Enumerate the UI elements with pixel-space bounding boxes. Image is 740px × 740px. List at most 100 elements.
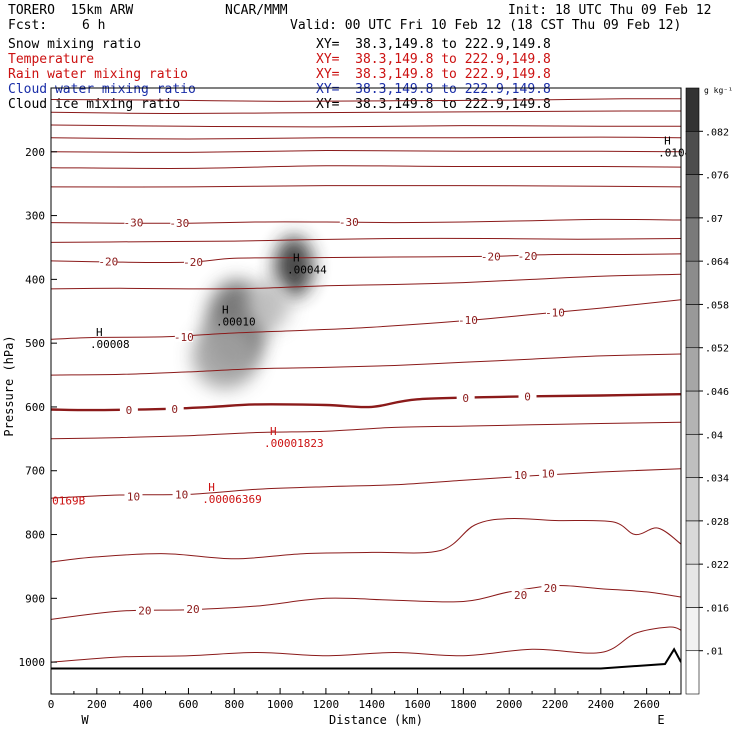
init-time: Init: 18 UTC Thu 09 Feb 12 xyxy=(508,3,712,18)
isotherm-label: 0 xyxy=(524,391,531,404)
ice-cloud-blob xyxy=(192,322,259,389)
cloud-ice-shading xyxy=(192,236,314,389)
colorbar-level: .01 xyxy=(705,647,723,658)
isotherm-label-bg xyxy=(165,402,184,414)
colorbar-unit: g kg⁻¹ xyxy=(704,86,733,95)
y-tick-label: 200 xyxy=(25,146,45,159)
colorbar-level: .052 xyxy=(705,344,729,355)
isotherm-label: 20 xyxy=(186,603,199,616)
isotherm-label: -10 xyxy=(458,314,478,327)
isotherm-t20 xyxy=(51,585,681,620)
isotherm-label: -30 xyxy=(169,217,189,230)
colorbar-level: .076 xyxy=(705,171,729,182)
isotherm-label-bg xyxy=(481,250,500,262)
x-tick-label: 600 xyxy=(179,698,199,711)
x-tick-label: 2400 xyxy=(588,698,615,711)
isotherm-label-bg xyxy=(99,255,118,267)
isotherm-t-15 xyxy=(51,273,681,290)
ice-cloud-blob xyxy=(274,236,314,297)
colorbar-level: .028 xyxy=(705,517,729,528)
field-cloudice-name: Cloud ice mixing ratio xyxy=(8,97,181,112)
field-temperature-xy: XY= 38.3,149.8 to 222.9,149.8 xyxy=(316,52,551,67)
colorbar-swatch xyxy=(685,520,700,565)
isotherm-label-bg xyxy=(124,216,143,228)
colorbar-swatch xyxy=(685,174,700,219)
x-tick-label: 1200 xyxy=(313,698,340,711)
isotherm-label-bg xyxy=(184,603,203,615)
isotherm-label: 10 xyxy=(127,490,140,503)
isotherm-t-160 xyxy=(51,184,681,188)
isotherm-label: 0 xyxy=(126,404,133,417)
field-cloudwater-xy: XY= 38.3,149.8 to 222.9,149.8 xyxy=(316,82,551,97)
x-tick-label: 1600 xyxy=(404,698,431,711)
x-tick-label: 800 xyxy=(224,698,244,711)
x-tick-label: 2600 xyxy=(633,698,660,711)
colorbar-swatch xyxy=(685,477,700,522)
isotherm-label-bg xyxy=(172,488,191,500)
y-tick-label: 300 xyxy=(25,210,45,223)
isotherm-t-220 xyxy=(51,98,681,102)
extremum-marker: H xyxy=(293,251,300,264)
y-tick-label: 900 xyxy=(25,592,45,605)
isotherm-t-180 xyxy=(51,149,681,153)
colorbar-level: .046 xyxy=(705,387,729,398)
isotherm-label: -10 xyxy=(174,331,194,344)
colorbar-level: .07 xyxy=(705,214,723,225)
y-tick-label: 700 xyxy=(25,465,45,478)
colorbar-level: .082 xyxy=(705,127,729,138)
extremum-value: .0104 xyxy=(658,147,691,160)
y-axis-title: Pressure (hPa) xyxy=(2,335,16,436)
field-snow-name: Snow mixing ratio xyxy=(8,37,142,52)
colorbar-level: .034 xyxy=(705,474,729,485)
contour-labels: -30 -30 -30 -20 -20 -20 -20 -10 -10 -10 0 0 0 0 10 10 10… xyxy=(52,135,691,618)
isotherm-label-bg xyxy=(184,256,203,268)
extremum-marker: H xyxy=(664,135,671,148)
colorbar: .01 .016 .022 .028 .034 .04 .046 .052 .058 .064 .0… xyxy=(685,86,733,695)
extremum-marker: H xyxy=(222,304,229,317)
isotherm-label: 10 xyxy=(175,488,188,501)
isotherm-label-bg xyxy=(119,404,138,416)
x-tick-label: 1000 xyxy=(267,698,294,711)
x-axis-title: Distance (km) xyxy=(329,713,423,727)
colorbar-level: .058 xyxy=(705,300,729,311)
isotherm-label: -10 xyxy=(545,307,565,320)
isotherm-t-10 xyxy=(51,299,681,340)
isotherm-label-bg xyxy=(511,469,530,481)
isotherm-label-bg xyxy=(539,467,558,479)
y-tick-label: 400 xyxy=(25,273,45,286)
isotherm-label: -30 xyxy=(339,216,359,229)
field-snow-xy: XY= 38.3,149.8 to 222.9,149.8 xyxy=(316,37,551,52)
isotherm-label-bg xyxy=(124,490,143,502)
isotherm-label: 0 xyxy=(171,403,178,416)
west-label: W xyxy=(81,713,89,727)
isotherm-label-bg xyxy=(339,215,358,227)
plot-frame xyxy=(50,87,682,695)
axes: 0 200 400 600 800 1000 1200 1400 1600 1800 2000 220… xyxy=(2,146,671,727)
isotherm-label-bg xyxy=(541,582,560,594)
isotherm-t-20 xyxy=(51,253,681,263)
colorbar-level: .04 xyxy=(705,430,723,441)
isotherm-label-bg xyxy=(546,306,564,318)
x-tick-label: 1800 xyxy=(450,698,477,711)
y-tick-label: 1000 xyxy=(19,656,46,669)
extremum-value: .00008 xyxy=(90,338,130,351)
isotherm-label: -20 xyxy=(518,250,538,263)
isotherm-label: 10 xyxy=(514,469,527,482)
east-label: E xyxy=(657,713,664,727)
ice-cloud-blob xyxy=(246,280,291,330)
isotherm-label-bg xyxy=(518,390,537,402)
colorbar-swatch xyxy=(685,390,700,435)
x-tick-label: 2000 xyxy=(496,698,523,711)
isotherm-t-30 xyxy=(51,218,681,224)
y-tick-label: 800 xyxy=(25,529,45,542)
isotherm-t10 xyxy=(51,468,681,499)
isotherm-t-190 xyxy=(51,136,681,140)
isotherm-t25 xyxy=(51,626,681,663)
isotherm-label: 20 xyxy=(514,589,527,602)
extremum-value: .00001823 xyxy=(264,437,324,450)
extremum-value: .00044 xyxy=(287,263,327,276)
colorbar-level: .022 xyxy=(705,560,729,571)
x-tick-label: 0 xyxy=(48,698,55,711)
isotherm-t-210 xyxy=(51,110,681,115)
isotherm-label: -20 xyxy=(98,256,118,269)
